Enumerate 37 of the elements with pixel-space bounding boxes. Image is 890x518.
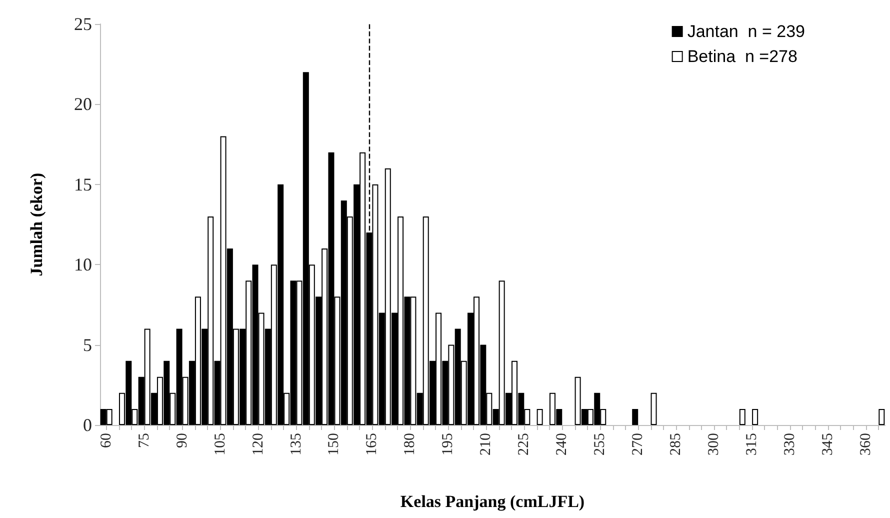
- bar: [632, 408, 638, 425]
- x-tick-label: 105: [212, 433, 228, 456]
- y-tick-label: 25: [74, 14, 92, 34]
- x-tick-label: 60: [98, 433, 114, 448]
- x-tick-label: 150: [326, 433, 342, 456]
- x-tick-label: 285: [668, 433, 684, 456]
- y-tick-label: 15: [74, 174, 92, 194]
- x-tick-label: 240: [554, 433, 570, 456]
- x-tick-label: 315: [744, 433, 760, 456]
- x-tick-label: 195: [440, 433, 456, 456]
- x-tick-label: 75: [136, 433, 152, 448]
- y-tick-label: 20: [74, 94, 92, 114]
- x-tick-label: 345: [820, 433, 836, 456]
- x-tick-label: 90: [174, 433, 190, 448]
- bar: [536, 408, 543, 425]
- x-tick-label: 165: [364, 433, 380, 456]
- x-tick-label: 135: [288, 433, 304, 456]
- x-axis-title: Kelas Panjang (cmLJFL): [400, 492, 585, 511]
- x-tick-label: 180: [402, 433, 418, 456]
- x-tick-label: 270: [630, 433, 646, 456]
- bar: [650, 392, 657, 425]
- y-tick-label: 0: [83, 415, 92, 435]
- x-tick-label: 225: [516, 433, 532, 456]
- bar: [739, 408, 746, 425]
- x-tick-label: 255: [592, 433, 608, 456]
- legend-label: Jantan n = 239: [687, 22, 806, 41]
- x-tick-label: 330: [782, 433, 798, 456]
- x-tick-label: 120: [250, 433, 266, 456]
- legend-label: Betina n =278: [687, 47, 798, 66]
- x-tick-label: 210: [478, 433, 494, 456]
- y-tick-label: 10: [74, 254, 92, 275]
- x-tick-label: 360: [858, 433, 874, 456]
- x-tick-label: 300: [706, 433, 722, 456]
- bar: [878, 408, 885, 425]
- y-tick-label: 5: [83, 334, 92, 355]
- y-axis-title: Jumlah (ekor): [27, 172, 46, 276]
- bar: [752, 408, 758, 425]
